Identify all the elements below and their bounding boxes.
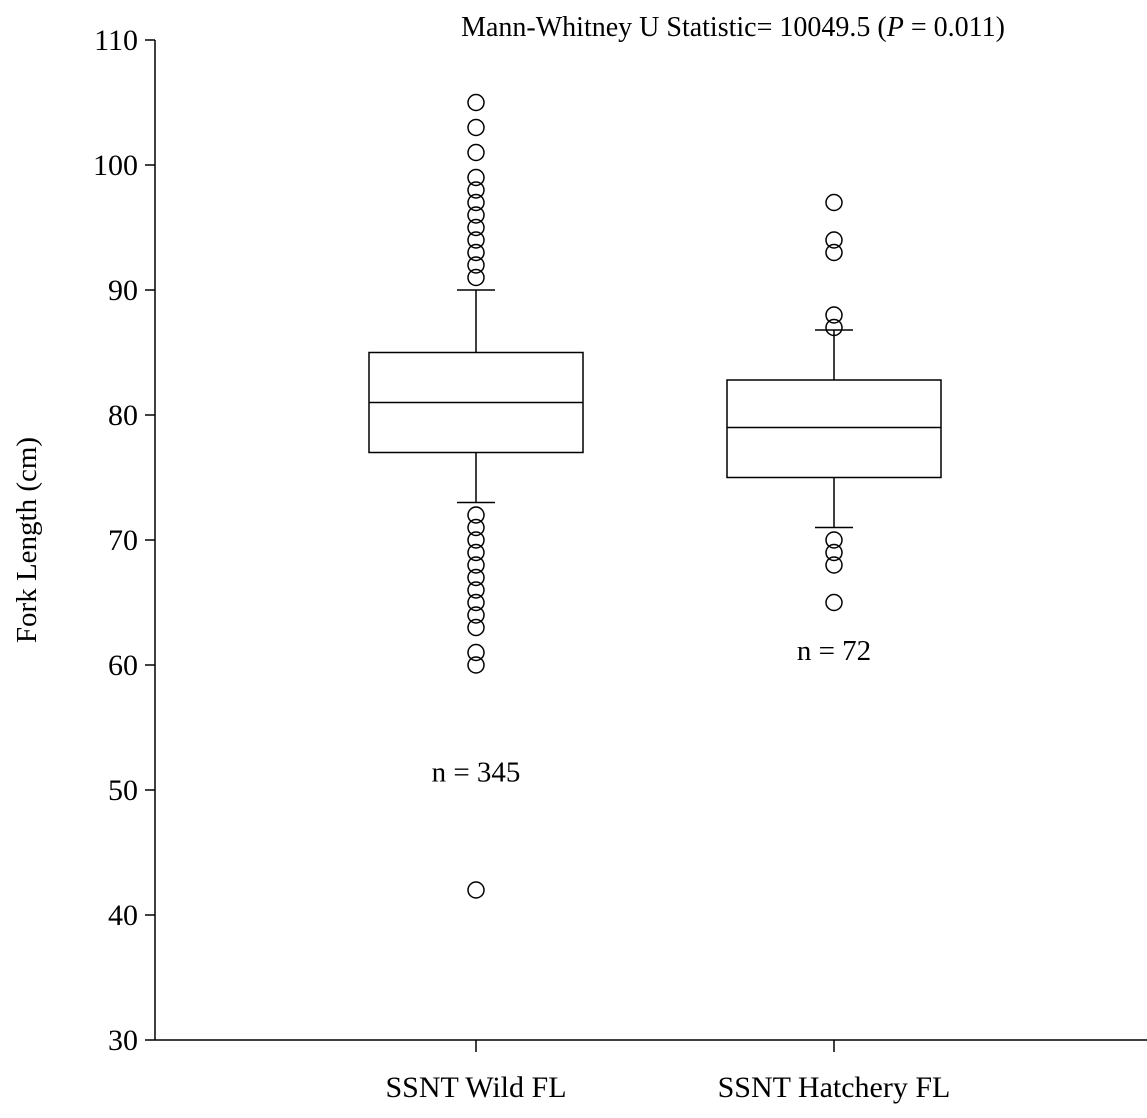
outlier-point [467,568,485,587]
outlier-point [467,556,485,574]
y-tick-label: 60 [108,649,138,682]
sample-size-label: n = 345 [432,756,521,788]
chart-title: Mann-Whitney U Statistic= 10049.5 (P = 0… [461,12,1005,43]
y-tick-label: 100 [93,149,138,182]
outlier-point [467,181,485,199]
y-tick-label: 30 [108,1024,138,1057]
box-series: SSNT Wild FL n = 345 SSNT Hatchery FL n = 7… [368,93,951,1104]
title-p-symbol: P [886,12,904,43]
y-tick-label: 50 [108,774,138,807]
outlier-point [467,656,485,674]
outlier-point [825,231,843,249]
outlier-point [467,218,485,237]
outlier-point [467,606,485,624]
outlier-point [467,256,485,274]
outlier-point [467,531,485,549]
y-tick-label: 110 [94,24,138,57]
outlier-point [467,618,485,637]
outlier-point [467,881,485,899]
outlier-point [467,518,485,537]
iqr-box [726,379,942,479]
outlier-point [825,306,843,324]
outlier-point [467,143,485,162]
outlier-point [825,318,843,337]
outlier-point [467,643,485,662]
title-suffix: = 0.011) [904,12,1005,43]
box-group: SSNT Wild FL n = 345 [368,93,584,1104]
outlier-point [825,543,843,562]
outlier-point [467,593,485,612]
outlier-point [467,93,485,112]
outlier-point [467,193,485,212]
y-tick-label: 40 [108,899,138,932]
outlier-point [467,118,485,137]
box-group: SSNT Hatchery FL n = 72 [718,193,951,1104]
outlier-point [825,193,843,212]
x-category-label: SSNT Hatchery FL [718,1071,951,1104]
outlier-point [467,206,485,224]
outlier-point [467,268,485,287]
sample-size-label: n = 72 [797,635,871,667]
x-category-label: SSNT Wild FL [385,1071,566,1104]
outlier-point [467,543,485,562]
outlier-point [467,243,485,262]
y-axis-ticks: 30 40 50 60 70 80 90 100 110 [93,24,155,1057]
title-prefix: Mann-Whitney U Statistic= 10049.5 ( [461,12,887,43]
outlier-point [825,243,843,262]
outlier-point [825,556,843,574]
outlier-point [825,593,843,612]
y-tick-label: 90 [108,274,138,307]
y-axis-title: Fork Length (cm) [11,437,43,643]
outlier-point [467,581,485,599]
axes [154,40,1147,1041]
outlier-point [825,531,843,549]
outlier-point [467,231,485,249]
y-tick-label: 70 [108,524,138,557]
outlier-point [467,168,485,187]
y-tick-label: 80 [108,399,138,432]
outlier-point [467,506,485,524]
